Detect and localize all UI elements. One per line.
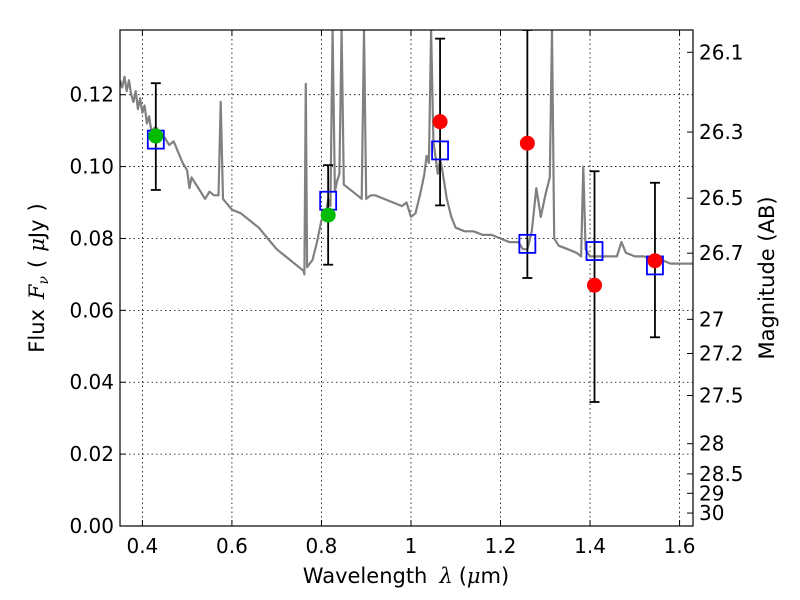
- y-tick-label-0: 0.00: [69, 514, 114, 538]
- error-bar-3: [522, 30, 533, 279]
- red-circle-point-3: [647, 253, 663, 269]
- x-tick-label-3: 1: [405, 534, 418, 558]
- right-tick-label-9: 29: [699, 481, 724, 505]
- grid-lines: [120, 30, 693, 526]
- y-tick-label-5: 0.10: [69, 155, 114, 179]
- y-tick-label-2: 0.04: [69, 370, 114, 394]
- tick-labels: 0.4 0.6 0.8 1 1.2 1.4 1.6 0.00 0.02 0.04 0.06 0.08 0…: [69, 40, 743, 558]
- right-tick-label-8: 28.5: [699, 462, 744, 486]
- blue-open-square-point-4: [585, 241, 604, 261]
- right-tick-label-0: 26.1: [699, 40, 744, 64]
- right-tick-label-7: 28: [699, 432, 724, 456]
- plot-background: [120, 30, 693, 526]
- x-tick-label-2: 0.8: [306, 534, 338, 558]
- y-tick-label-4: 0.08: [69, 226, 114, 250]
- series-layer: [120, 30, 693, 403]
- red-circle-point-0: [432, 114, 448, 130]
- right-tick-label-10: 30: [699, 501, 724, 525]
- right-tick-label-4: 27: [699, 307, 724, 331]
- y-tick-label-3: 0.06: [69, 298, 114, 322]
- right-tick-label-2: 26.5: [699, 186, 744, 210]
- x-tick-label-4: 1.2: [485, 534, 517, 558]
- plot-frame: [119, 29, 694, 527]
- model-spectrum-line: [120, 30, 693, 276]
- x-tick-label-5: 1.4: [574, 534, 606, 558]
- red-circle-point-2: [587, 277, 603, 293]
- red-circle-point-1: [519, 135, 535, 151]
- green-circle-point-1: [320, 207, 336, 223]
- y-tick-label-6: 0.12: [69, 83, 114, 107]
- x-tick-label-6: 1.6: [664, 534, 696, 558]
- x-axis-title: Wavelength λ (μm): [303, 564, 509, 588]
- right-tick-label-1: 26.3: [699, 120, 744, 144]
- green-circle-point-0: [148, 128, 164, 144]
- tick-marks: [120, 30, 693, 527]
- x-tick-label-1: 0.6: [216, 534, 248, 558]
- y-tick-label-1: 0.02: [69, 442, 114, 466]
- right-tick-label-3: 26.7: [699, 241, 744, 265]
- y-axis-title-right: Magnitude (AB): [755, 196, 779, 359]
- blue-open-square-point-3: [518, 233, 537, 254]
- blue-open-square-point-2: [431, 140, 449, 161]
- right-tick-label-6: 27.5: [699, 384, 744, 408]
- x-tick-label-0: 0.4: [126, 534, 158, 558]
- y-axis-title-left: FluxFν(μJy): [25, 203, 52, 352]
- right-tick-label-5: 27.2: [699, 341, 744, 365]
